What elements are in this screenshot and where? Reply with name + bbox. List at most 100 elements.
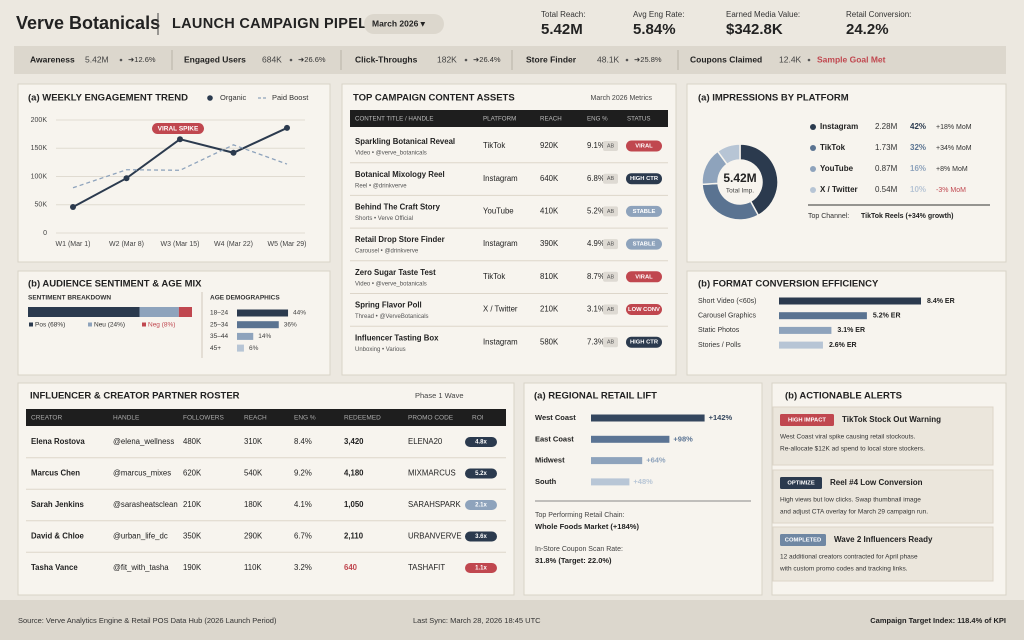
legend-swatch [810, 124, 816, 130]
ab-chip-label: AB [607, 143, 615, 149]
funnel-change: ➜26.4% [473, 55, 501, 64]
bar-value-label: 14% [258, 333, 271, 340]
status-label: HIGH CTR [630, 176, 659, 182]
reach: 540K [244, 469, 263, 478]
status-pill [626, 173, 662, 185]
funnel-dot [464, 58, 468, 62]
bar-label: Static Photos [698, 327, 740, 334]
alert-tag-label: OPTIMIZE [787, 481, 815, 487]
line-marker [177, 136, 183, 143]
impressions: 1.73M [875, 143, 898, 152]
alert-tag-label: COMPLETED [785, 538, 821, 544]
followers: 190K [183, 563, 202, 572]
legend-swatch [810, 145, 816, 151]
column-header: REACH [244, 415, 267, 422]
legend-swatch [810, 187, 816, 193]
redeemed: 4,180 [344, 469, 364, 478]
growth: -3% MoM [936, 187, 966, 194]
footer-bg [0, 600, 1024, 640]
annotation-pill [152, 123, 204, 134]
ab-chip-label: AB [607, 209, 615, 215]
kpi-value: 5.42M [541, 21, 583, 38]
status-label: VIRAL [635, 144, 653, 150]
legend-label: Pos (68%) [35, 322, 65, 329]
impressions: 2.28M [875, 122, 898, 131]
ab-chip [603, 173, 618, 184]
footer-sync: Last Sync: March 28, 2026 18:45 UTC [413, 616, 541, 625]
status-pill [626, 336, 662, 348]
donut-center-value: 5.42M [723, 171, 756, 185]
promo-code: ELENA20 [408, 437, 443, 446]
growth: +34% MoM [936, 145, 972, 152]
note: In-Store Coupon Scan Rate: [535, 546, 623, 553]
column-header: ROI [472, 415, 484, 422]
handle: @urban_life_dc [113, 532, 168, 541]
kpi-label: Total Reach: [541, 10, 585, 19]
donut-slice [739, 143, 779, 217]
redeemed: 1,050 [344, 500, 364, 509]
ab-chip [603, 141, 618, 151]
bar-label: Short Video (<60s) [698, 298, 756, 305]
column-header: ENG % [294, 415, 316, 422]
asset-title: Spring Flavor Poll [355, 301, 422, 310]
footer-target: Campaign Target Index: 118.4% of KPI [870, 616, 1006, 625]
eng: 8.4% [294, 437, 312, 446]
chart-subtitle: SENTIMENT BREAKDOWN [28, 295, 111, 302]
ab-chip-label: AB [607, 242, 615, 248]
period-label[interactable]: March 2026 ▾ [372, 18, 426, 28]
bar [237, 309, 289, 317]
asset-sub: Video • @verve_botanicals [355, 151, 427, 157]
funnel-label: Store Finder [526, 54, 577, 64]
funnel-label: Coupons Claimed [690, 54, 762, 64]
chart-subtitle: AGE DEMOGRAPHICS [210, 295, 280, 302]
ab-chip-label: AB [607, 340, 615, 346]
bar [779, 326, 832, 334]
funnel-value: 182K [437, 54, 457, 64]
chart-title: (b) AUDIENCE SENTIMENT & AGE MIX [28, 279, 202, 290]
kpi-label: Earned Media Value: [726, 10, 800, 19]
ab-chip-label: AB [607, 176, 615, 182]
note: Whole Foods Market (+184%) [535, 522, 639, 531]
bar-value-label: 3.1% ER [837, 327, 865, 334]
funnel-value: 12.4K [779, 54, 802, 64]
bar-label: 45+ [210, 345, 221, 352]
header-strip-bg [14, 46, 1006, 74]
asset-title: Influencer Tasting Box [355, 333, 439, 342]
bar-label: Midwest [535, 456, 565, 465]
funnel-change: ➜12.6% [128, 55, 156, 64]
status-label: STABLE [633, 209, 656, 215]
ab-chip [603, 206, 618, 217]
line-marker [70, 204, 76, 211]
platform: Instagram [483, 239, 518, 248]
bar [779, 341, 823, 349]
annotation: VIRAL SPIKE [158, 126, 199, 133]
kpi-label: Avg Eng Rate: [633, 10, 684, 19]
funnel-dot [119, 58, 123, 62]
alert-text: 12 additional creators contracted for Ap… [780, 554, 918, 561]
donut-center-label: Total Imp. [726, 188, 754, 195]
status-label: VIRAL [635, 274, 653, 280]
followers: 620K [183, 469, 202, 478]
panel-title: INFLUENCER & CREATOR PARTNER ROSTER [30, 391, 240, 402]
promo-code: URBANVERVE [408, 532, 462, 541]
roi-pill [465, 563, 497, 573]
alert-text: West Coast viral spike causing retail st… [780, 434, 916, 441]
alert-title: TikTok Stock Out Warning [842, 415, 941, 424]
creator: Marcus Chen [31, 469, 80, 478]
legend-label: Instagram [820, 122, 858, 131]
redeemed: 3,420 [344, 437, 364, 446]
alert-text: with custom promo codes and tracking lin… [779, 566, 908, 573]
alert-tag [780, 534, 826, 546]
footer-label: Top Channel: [808, 213, 849, 220]
panel [686, 270, 1007, 376]
asset-title: Sparkling Botanical Reveal [355, 137, 455, 146]
ab-chip [603, 239, 618, 250]
creator: Elena Rostova [31, 437, 85, 446]
bar [237, 344, 244, 352]
ab-chip-label: AB [607, 307, 615, 313]
eng: 6.8% [587, 174, 605, 183]
asset-title: Retail Drop Store Finder [355, 235, 445, 244]
chart-title: (a) REGIONAL RETAIL LIFT [534, 391, 657, 402]
column-header: HANDLE [113, 415, 140, 422]
period-selector[interactable] [364, 14, 444, 34]
